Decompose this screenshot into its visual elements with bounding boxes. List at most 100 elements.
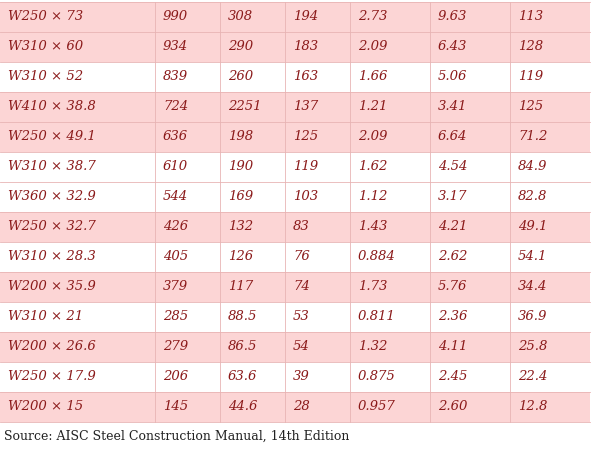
Text: 0.957: 0.957 xyxy=(358,400,396,414)
Text: 308: 308 xyxy=(228,10,253,23)
Text: 83: 83 xyxy=(293,220,310,234)
Text: 3.17: 3.17 xyxy=(438,190,467,204)
Text: 54.1: 54.1 xyxy=(518,250,547,264)
Text: W310 × 28.3: W310 × 28.3 xyxy=(8,250,96,264)
Text: 63.6: 63.6 xyxy=(228,370,257,384)
Text: Source: AISC Steel Construction Manual, 14th Edition: Source: AISC Steel Construction Manual, … xyxy=(4,430,350,443)
Text: 2251: 2251 xyxy=(228,100,262,113)
Text: 1.12: 1.12 xyxy=(358,190,387,204)
Text: 990: 990 xyxy=(163,10,188,23)
Text: 2.60: 2.60 xyxy=(438,400,467,414)
Text: 1.43: 1.43 xyxy=(358,220,387,234)
Text: 194: 194 xyxy=(293,10,318,23)
Text: 2.36: 2.36 xyxy=(438,310,467,324)
Text: 724: 724 xyxy=(163,100,188,113)
Text: 119: 119 xyxy=(518,70,543,83)
Text: 9.63: 9.63 xyxy=(438,10,467,23)
Bar xyxy=(0,392,590,422)
Text: 113: 113 xyxy=(518,10,543,23)
Text: 285: 285 xyxy=(163,310,188,324)
Text: 1.66: 1.66 xyxy=(358,70,387,83)
Text: 379: 379 xyxy=(163,280,188,294)
Text: W200 × 26.6: W200 × 26.6 xyxy=(8,340,96,354)
Text: 1.73: 1.73 xyxy=(358,280,387,294)
Text: 636: 636 xyxy=(163,130,188,143)
Text: 103: 103 xyxy=(293,190,318,204)
Text: 4.54: 4.54 xyxy=(438,160,467,173)
Text: 36.9: 36.9 xyxy=(518,310,547,324)
Bar xyxy=(0,302,590,332)
Text: 163: 163 xyxy=(293,70,318,83)
Text: W310 × 52: W310 × 52 xyxy=(8,70,83,83)
Text: W200 × 35.9: W200 × 35.9 xyxy=(8,280,96,294)
Text: 934: 934 xyxy=(163,40,188,53)
Text: 0.811: 0.811 xyxy=(358,310,396,324)
Text: 0.884: 0.884 xyxy=(358,250,396,264)
Text: 1.62: 1.62 xyxy=(358,160,387,173)
Text: W310 × 60: W310 × 60 xyxy=(8,40,83,53)
Bar xyxy=(0,2,590,32)
Text: 206: 206 xyxy=(163,370,188,384)
Text: 34.4: 34.4 xyxy=(518,280,547,294)
Text: W410 × 38.8: W410 × 38.8 xyxy=(8,100,96,113)
Bar xyxy=(0,242,590,272)
Text: 610: 610 xyxy=(163,160,188,173)
Text: 6.43: 6.43 xyxy=(438,40,467,53)
Text: 25.8: 25.8 xyxy=(518,340,547,354)
Text: 839: 839 xyxy=(163,70,188,83)
Text: 39: 39 xyxy=(293,370,310,384)
Text: 53: 53 xyxy=(293,310,310,324)
Text: 4.11: 4.11 xyxy=(438,340,467,354)
Text: 279: 279 xyxy=(163,340,188,354)
Text: 183: 183 xyxy=(293,40,318,53)
Text: 84.9: 84.9 xyxy=(518,160,547,173)
Text: 119: 119 xyxy=(293,160,318,173)
Text: 128: 128 xyxy=(518,40,543,53)
Text: 2.09: 2.09 xyxy=(358,130,387,143)
Text: 126: 126 xyxy=(228,250,253,264)
Text: 117: 117 xyxy=(228,280,253,294)
Text: 5.76: 5.76 xyxy=(438,280,467,294)
Text: 137: 137 xyxy=(293,100,318,113)
Text: 132: 132 xyxy=(228,220,253,234)
Text: 290: 290 xyxy=(228,40,253,53)
Text: 49.1: 49.1 xyxy=(518,220,547,234)
Text: 3.41: 3.41 xyxy=(438,100,467,113)
Text: W250 × 49.1: W250 × 49.1 xyxy=(8,130,96,143)
Text: 426: 426 xyxy=(163,220,188,234)
Text: 82.8: 82.8 xyxy=(518,190,547,204)
Text: 71.2: 71.2 xyxy=(518,130,547,143)
Text: 12.8: 12.8 xyxy=(518,400,547,414)
Bar xyxy=(0,332,590,362)
Text: 544: 544 xyxy=(163,190,188,204)
Text: 6.64: 6.64 xyxy=(438,130,467,143)
Text: 74: 74 xyxy=(293,280,310,294)
Bar xyxy=(0,92,590,122)
Text: 76: 76 xyxy=(293,250,310,264)
Text: W310 × 21: W310 × 21 xyxy=(8,310,83,324)
Text: W200 × 15: W200 × 15 xyxy=(8,400,83,414)
Text: 86.5: 86.5 xyxy=(228,340,257,354)
Bar xyxy=(0,32,590,62)
Text: 190: 190 xyxy=(228,160,253,173)
Text: 198: 198 xyxy=(228,130,253,143)
Text: 2.62: 2.62 xyxy=(438,250,467,264)
Text: W250 × 73: W250 × 73 xyxy=(8,10,83,23)
Bar xyxy=(0,272,590,302)
Bar xyxy=(0,122,590,152)
Bar xyxy=(0,212,590,242)
Bar xyxy=(0,62,590,92)
Text: 88.5: 88.5 xyxy=(228,310,257,324)
Text: 54: 54 xyxy=(293,340,310,354)
Text: 1.32: 1.32 xyxy=(358,340,387,354)
Text: W360 × 32.9: W360 × 32.9 xyxy=(8,190,96,204)
Text: W310 × 38.7: W310 × 38.7 xyxy=(8,160,96,173)
Text: 145: 145 xyxy=(163,400,188,414)
Text: W250 × 17.9: W250 × 17.9 xyxy=(8,370,96,384)
Bar xyxy=(0,362,590,392)
Text: 169: 169 xyxy=(228,190,253,204)
Bar xyxy=(0,182,590,212)
Text: 2.73: 2.73 xyxy=(358,10,387,23)
Text: 22.4: 22.4 xyxy=(518,370,547,384)
Text: 28: 28 xyxy=(293,400,310,414)
